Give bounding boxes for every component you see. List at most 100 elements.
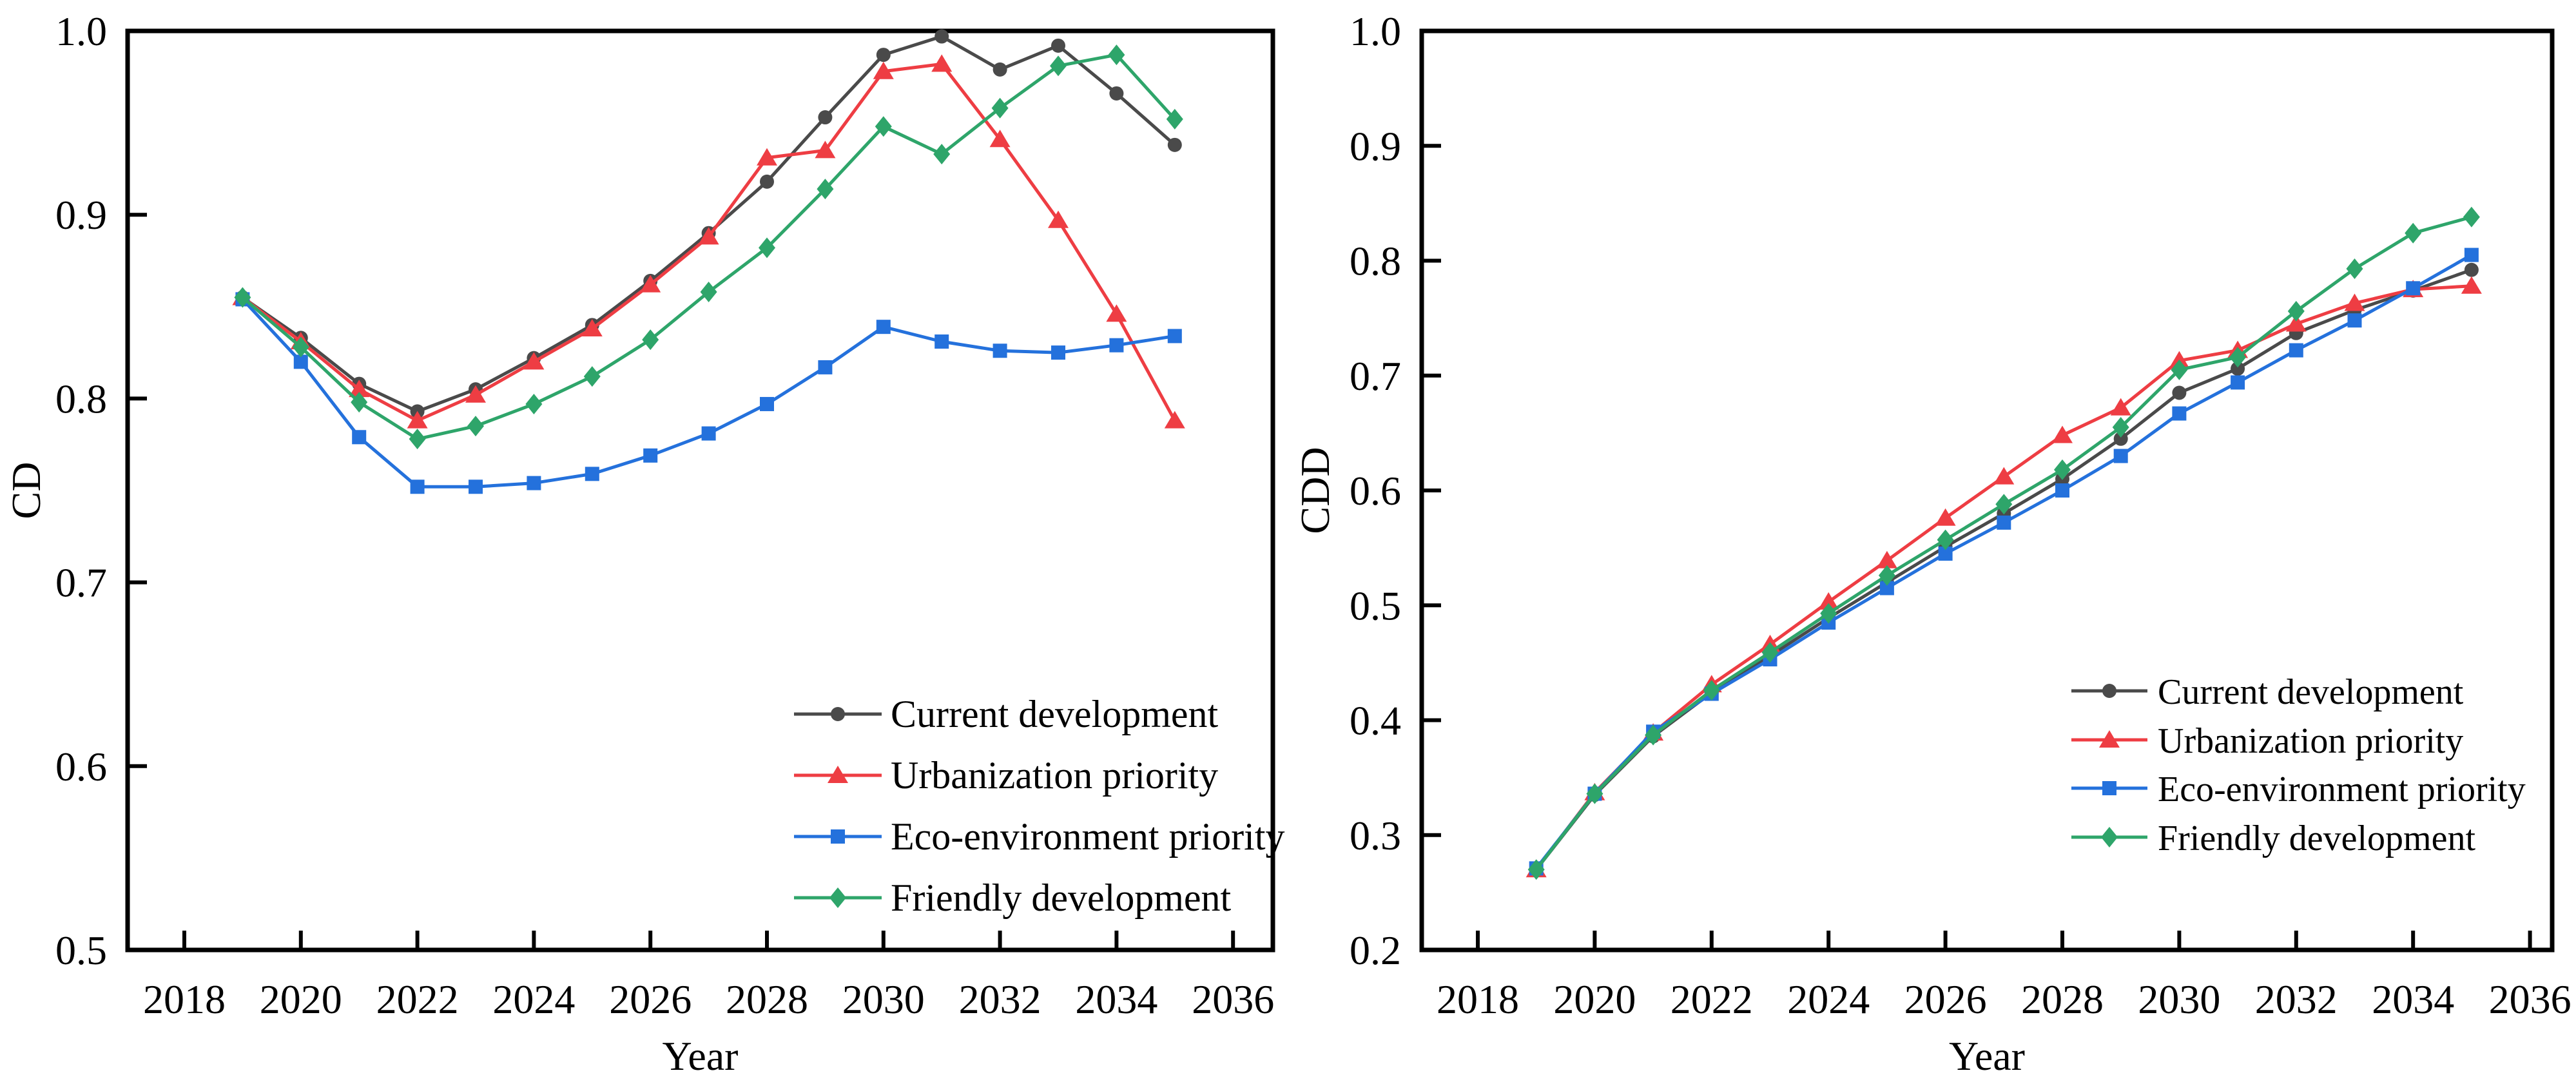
data-point-eco-environment-priority-2022	[410, 479, 425, 494]
data-point-friendly-development-2019	[234, 287, 251, 308]
legend-label-urbanization-priority: Urbanization priority	[891, 754, 1218, 797]
y-axis-title: CDD	[1292, 447, 1338, 534]
series-line-friendly-development	[240, 53, 1177, 441]
series-line-eco-environment-priority	[240, 297, 1177, 489]
data-point-urbanization-priority-2032	[2285, 314, 2307, 332]
data-point-friendly-development-2022	[1703, 680, 1720, 701]
data-point-current-development-2035	[2464, 262, 2479, 277]
series-markers-friendly-development	[1527, 206, 2480, 880]
data-point-eco-environment-priority-2032	[993, 344, 1007, 358]
x-tick-label: 2024	[1787, 976, 1870, 1022]
legend-marker-eco-environment-priority	[2102, 781, 2116, 795]
legend-label-eco-environment-priority: Eco-environment priority	[891, 815, 1284, 858]
data-point-friendly-development-2025	[583, 366, 601, 387]
y-tick-label: 0.6	[55, 744, 107, 789]
y-tick-label: 0.6	[1350, 468, 1401, 514]
data-point-eco-environment-priority-2021	[352, 430, 367, 445]
data-point-eco-environment-priority-2032	[2289, 343, 2303, 358]
x-tick-label: 2020	[1553, 976, 1636, 1022]
data-point-eco-environment-priority-2029	[818, 360, 833, 374]
data-point-urbanization-priority-2032	[989, 130, 1011, 148]
x-tick-label: 2026	[609, 976, 692, 1022]
x-tick-label: 2018	[143, 976, 226, 1022]
data-point-eco-environment-priority-2031	[2231, 375, 2245, 390]
data-point-urbanization-priority-2023	[465, 385, 486, 403]
y-tick-label: 0.9	[1350, 123, 1401, 169]
data-point-friendly-development-2032	[991, 97, 1009, 119]
data-point-urbanization-priority-2033	[1048, 210, 1069, 228]
data-point-friendly-development-2024	[525, 393, 543, 414]
series-markers-urbanization-priority	[232, 54, 1185, 429]
data-point-current-development-2030	[876, 48, 891, 63]
legend-marker-eco-environment-priority	[831, 829, 845, 844]
data-point-eco-environment-priority-2026	[1938, 547, 1953, 561]
data-point-urbanization-priority-2025	[581, 319, 603, 337]
x-tick-label: 2020	[260, 976, 342, 1022]
data-point-current-development-2029	[818, 110, 833, 125]
data-point-current-development-2031	[2231, 362, 2245, 376]
data-point-friendly-development-2029	[2112, 416, 2129, 438]
legend-label-urbanization-priority: Urbanization priority	[2158, 721, 2463, 761]
data-point-friendly-development-2034	[2405, 222, 2422, 244]
data-point-urbanization-priority-2024	[523, 352, 545, 370]
y-tick-label: 0.9	[55, 192, 107, 238]
legend: Current development Urbanization priority…	[794, 693, 1284, 919]
x-tick-label: 2018	[1437, 976, 1519, 1022]
data-point-friendly-development-2023	[1761, 642, 1779, 663]
legend-label-friendly-development: Friendly development	[2158, 818, 2475, 858]
series-markers-eco-environment-priority	[235, 292, 1182, 494]
y-axis-title: CD	[3, 462, 49, 519]
data-point-friendly-development-2029	[817, 179, 834, 200]
data-point-current-development-2031	[935, 29, 949, 44]
data-point-eco-environment-priority-2027	[1997, 515, 2011, 530]
y-tick-label: 0.5	[1350, 583, 1401, 628]
data-point-eco-environment-priority-2030	[2172, 406, 2187, 421]
data-point-friendly-development-2028	[2054, 459, 2071, 480]
x-tick-label: 2026	[1904, 976, 1987, 1022]
data-point-friendly-development-2030	[875, 116, 892, 137]
data-point-urbanization-priority-2025	[1876, 550, 1897, 568]
data-point-friendly-development-2030	[2171, 359, 2188, 380]
series-markers-friendly-development	[234, 44, 1183, 450]
data-point-eco-environment-priority-2028	[2055, 483, 2069, 498]
data-point-eco-environment-priority-2024	[527, 476, 541, 490]
x-tick-label: 2034	[1075, 976, 1157, 1022]
data-point-urbanization-priority-2033	[2344, 293, 2365, 311]
data-point-urbanization-priority-2034	[1106, 304, 1127, 322]
data-point-urbanization-priority-2030	[873, 61, 894, 79]
data-point-friendly-development-2019	[1527, 859, 1545, 880]
y-tick-label: 0.8	[55, 376, 107, 421]
x-tick-label: 2032	[959, 976, 1041, 1022]
data-point-urbanization-priority-2026	[640, 275, 661, 293]
legend-marker-current-development	[2102, 684, 2116, 698]
data-point-urbanization-priority-2026	[1935, 508, 1956, 526]
series-line-current-development	[240, 35, 1177, 413]
data-point-eco-environment-priority-2025	[1879, 581, 1894, 595]
legend-marker-friendly-development	[2101, 827, 2118, 847]
data-point-urbanization-priority-2024	[1818, 592, 1839, 610]
data-point-eco-environment-priority-2034	[1109, 338, 1124, 353]
chart-panel-cd: 0.5 0.6 0.7 0.8 0.9 1.0 2018 2020 2022 2024 2026 20…	[3, 8, 1284, 1079]
data-point-friendly-development-2035	[2463, 206, 2480, 227]
y-tick-label: 1.0	[1350, 8, 1401, 54]
data-point-current-development-2030	[2172, 385, 2187, 400]
data-point-eco-environment-priority-2025	[585, 467, 599, 481]
data-point-friendly-development-2025	[1878, 565, 1895, 586]
data-point-eco-environment-priority-2035	[1167, 329, 1182, 344]
data-point-eco-environment-priority-2035	[2464, 247, 2479, 262]
data-point-eco-environment-priority-2023	[469, 479, 483, 494]
data-point-friendly-development-2034	[1108, 44, 1125, 66]
data-point-urbanization-priority-2027	[698, 227, 719, 245]
data-point-eco-environment-priority-2033	[1051, 345, 1065, 360]
data-point-urbanization-priority-2031	[931, 54, 953, 72]
x-axis-title: Year	[1949, 1033, 2025, 1079]
x-tick-label: 2034	[2372, 976, 2454, 1022]
series-markers-current-development	[235, 29, 1182, 419]
y-tick-label: 0.2	[1350, 927, 1401, 973]
data-point-eco-environment-priority-2033	[2347, 313, 2362, 328]
data-point-current-development-2029	[2113, 431, 2128, 446]
y-tick-label: 1.0	[55, 8, 107, 54]
chart-panel-cdd: 0.2 0.3 0.4 0.5 0.6 0.7 0.8 0.9 1.0 2018 2020 2022 2…	[1292, 8, 2571, 1079]
data-point-eco-environment-priority-2028	[760, 396, 774, 411]
